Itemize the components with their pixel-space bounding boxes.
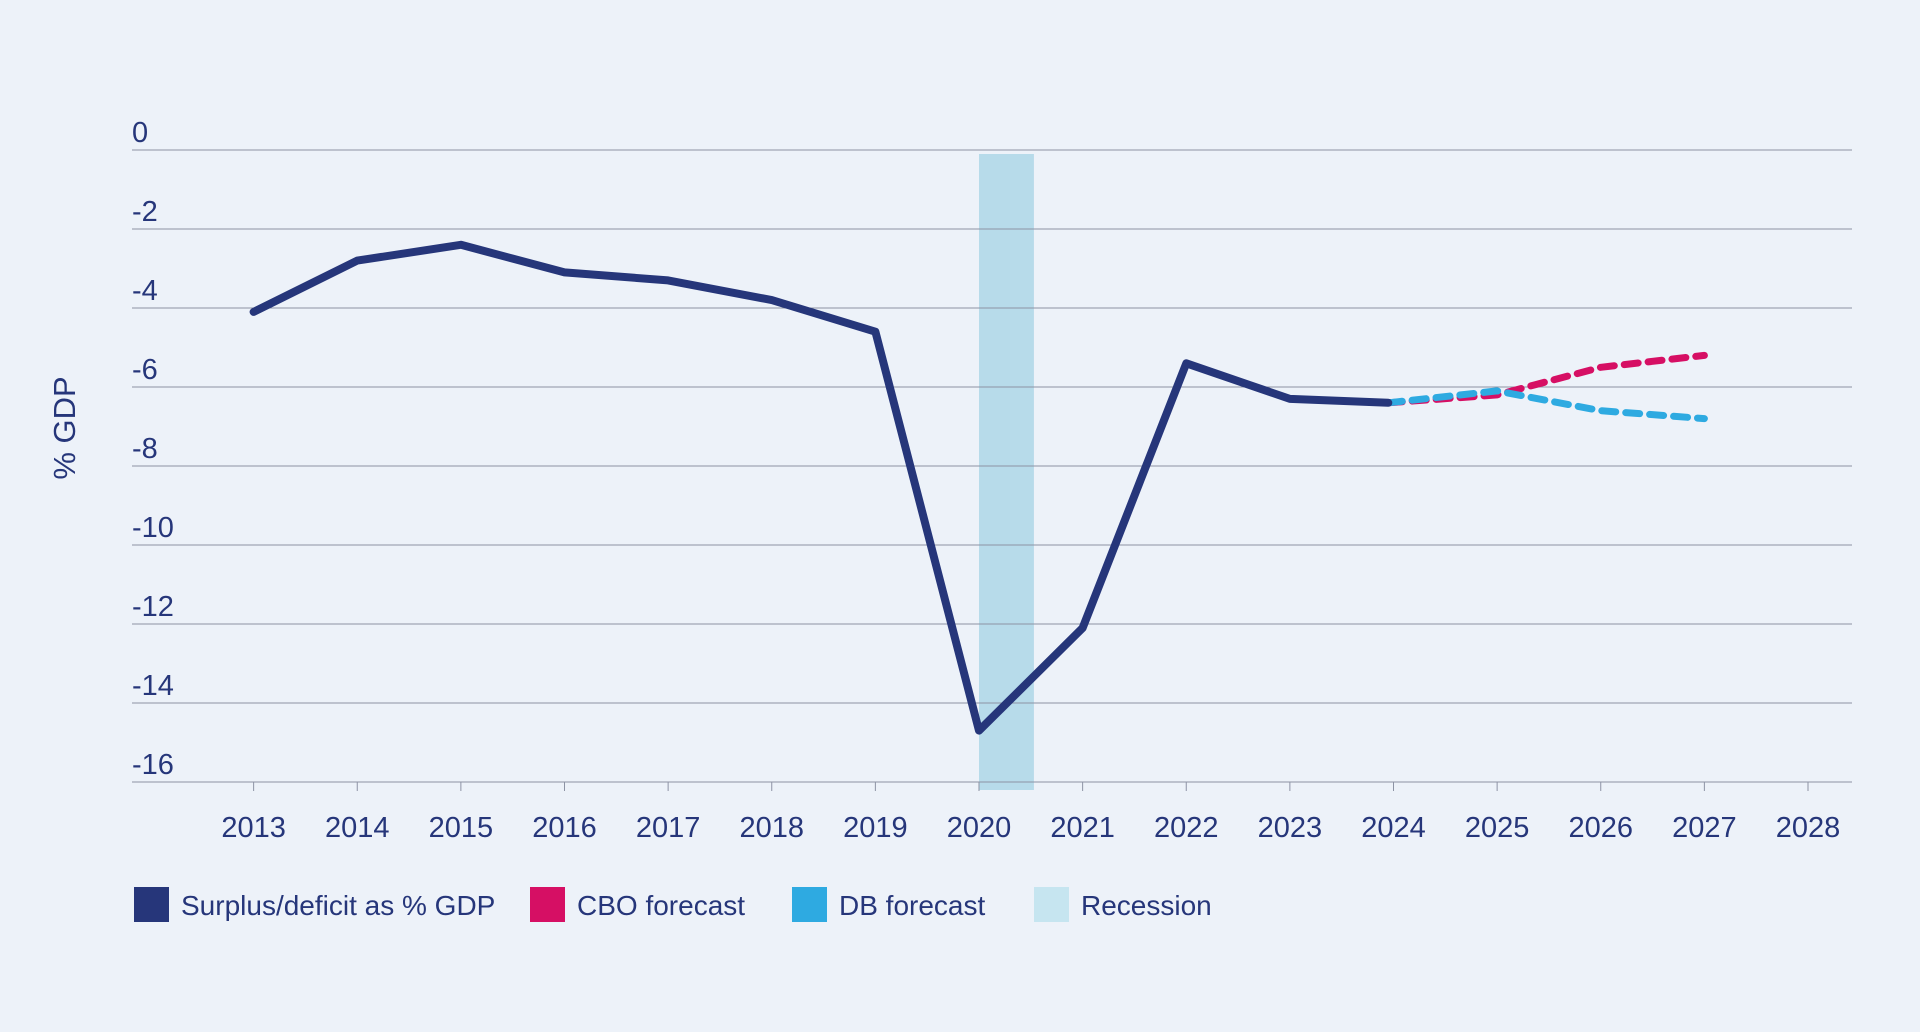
x-tick-label: 2014 (325, 812, 390, 844)
x-tick-label: 2019 (843, 812, 908, 844)
legend-label: Surplus/deficit as % GDP (181, 890, 495, 921)
y-tick-label: -6 (132, 354, 158, 386)
x-tick-label: 2027 (1672, 812, 1737, 844)
x-tick-label: 2016 (532, 812, 597, 844)
y-tick-label: 0 (132, 117, 148, 149)
y-tick-labels: 0 -2 -4 -6 -8 -10 -12 -14 -16 (132, 117, 174, 781)
x-tick-label: 2024 (1361, 812, 1426, 844)
gridlines (132, 149, 1852, 783)
x-tick-label: 2025 (1465, 812, 1530, 844)
legend-label: DB forecast (839, 890, 985, 921)
y-tick-label: -2 (132, 196, 158, 228)
x-tick-label: 2026 (1568, 812, 1633, 844)
series-line-surplus-deficit-as-gdp (249, 240, 1393, 735)
legend-item-recession: Recession (1034, 887, 1212, 922)
legend-item-db-forecast: DB forecast (792, 887, 985, 922)
legend-swatch (530, 887, 565, 922)
y-tick-label: -4 (132, 275, 158, 307)
legend-item-cbo-forecast: CBO forecast (530, 887, 745, 922)
recession-band (979, 154, 1034, 790)
x-tick-label: 2013 (221, 812, 286, 844)
legend-label: Recession (1081, 890, 1212, 921)
recession-layer (979, 154, 1034, 790)
y-tick-label: -16 (132, 749, 174, 781)
x-tick-label: 2015 (429, 812, 494, 844)
x-tick-label: 2022 (1154, 812, 1219, 844)
x-ticks (253, 782, 1809, 791)
x-tick-label: 2020 (947, 812, 1012, 844)
y-tick-label: -12 (132, 591, 174, 623)
legend-swatch (134, 887, 169, 922)
series-lines (249, 240, 1708, 735)
x-tick-labels: 2013 2014 2015 2016 2017 2018 2019 2020 2021 2022… (221, 812, 1840, 844)
x-tick-label: 2028 (1776, 812, 1841, 844)
x-tick-label: 2021 (1050, 812, 1115, 844)
legend-swatch (792, 887, 827, 922)
y-tick-label: -14 (132, 670, 174, 702)
x-tick-label: 2017 (636, 812, 701, 844)
y-axis-title: % GDP (47, 376, 82, 479)
legend-item-surplus-deficit-as-gdp: Surplus/deficit as % GDP (134, 887, 495, 922)
legend: Surplus/deficit as % GDP CBO forecast DB f… (134, 887, 1212, 922)
legend-swatch (1034, 887, 1069, 922)
x-tick-label: 2023 (1258, 812, 1323, 844)
y-tick-label: -10 (132, 512, 174, 544)
x-tick-label: 2018 (739, 812, 804, 844)
y-tick-label: -8 (132, 433, 158, 465)
legend-label: CBO forecast (577, 890, 745, 921)
series-line-db-forecast (1384, 387, 1708, 423)
